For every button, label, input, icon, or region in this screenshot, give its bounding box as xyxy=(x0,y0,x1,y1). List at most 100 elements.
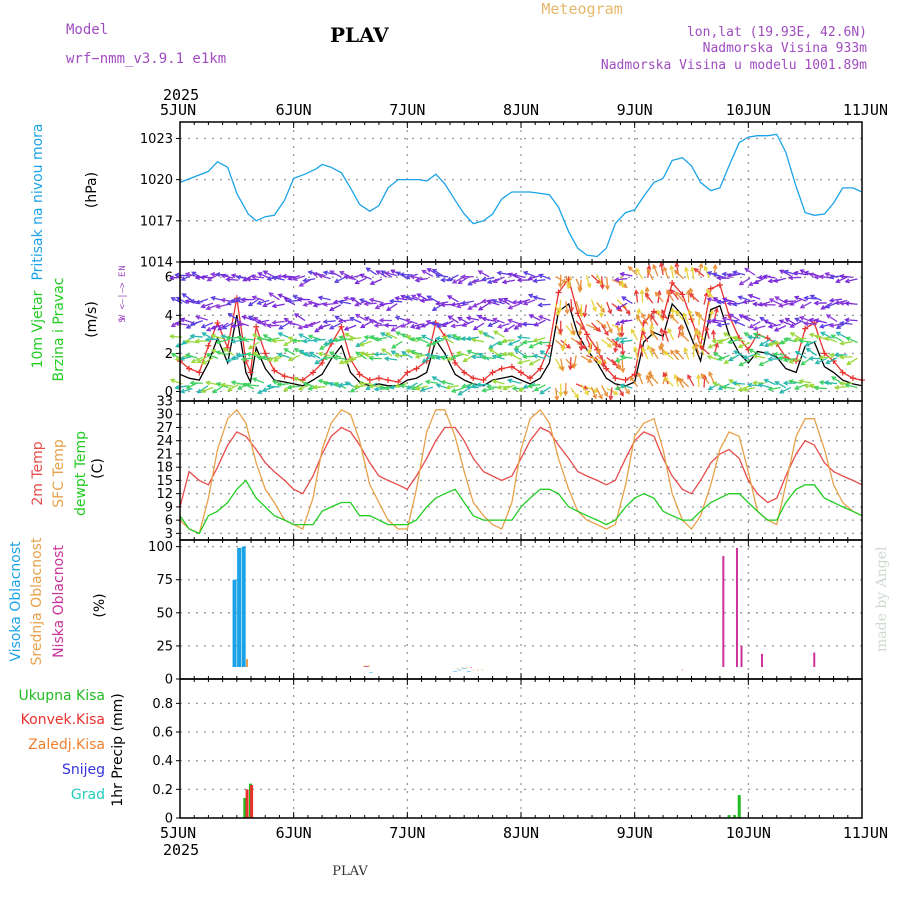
wind-arrow xyxy=(288,275,301,280)
wind-arrow xyxy=(694,268,705,277)
wind-arrowhead xyxy=(404,318,411,324)
wind-arrowhead xyxy=(424,352,430,358)
wind-arrow xyxy=(729,353,741,361)
wind-arrow xyxy=(359,340,372,346)
wind-arrowhead xyxy=(358,341,365,347)
wind-arrowhead xyxy=(613,347,619,354)
wind-arrowhead xyxy=(221,324,227,330)
wind-arrowhead xyxy=(663,376,669,382)
wind-arrow xyxy=(641,330,649,343)
wind-arrowhead xyxy=(220,382,226,388)
wind-arrowhead xyxy=(637,371,642,377)
wind-arrow xyxy=(580,384,589,395)
wind-arrowhead xyxy=(646,264,652,270)
wind-arrowhead xyxy=(414,385,421,391)
gust-point xyxy=(480,377,487,384)
wind-arrow xyxy=(427,268,439,276)
wind-arrow xyxy=(830,323,843,327)
wind-arrowhead xyxy=(457,391,463,396)
bar-niska-oblacnost xyxy=(760,653,763,667)
wind-arrowhead xyxy=(328,324,335,330)
wind-arrowhead xyxy=(784,317,790,323)
bar-niska-oblacnost xyxy=(681,669,684,671)
wind-arrow xyxy=(318,323,331,329)
wind-arrowhead xyxy=(572,363,578,369)
wind-arrow xyxy=(492,355,505,360)
wind-arrowhead xyxy=(501,279,507,285)
product-title: Meteogram xyxy=(541,0,622,18)
wind-arrow xyxy=(586,323,598,330)
wind-arrow xyxy=(634,347,639,360)
wind-arrow xyxy=(365,316,377,323)
wind-arrowhead xyxy=(619,383,625,389)
wind-arrowhead xyxy=(189,333,195,339)
wind-arrowhead xyxy=(266,383,272,389)
wind-arrowhead xyxy=(753,279,759,285)
wind-arrowhead xyxy=(302,277,308,283)
wind-arrow xyxy=(431,322,444,326)
wind-arrowhead xyxy=(707,343,713,349)
wind-arrowhead xyxy=(696,373,702,380)
wind-arrowhead xyxy=(217,325,223,331)
wind-arrow xyxy=(406,382,418,390)
wind-arrow xyxy=(615,277,628,281)
wind-arrowhead xyxy=(752,380,758,386)
wind-arrow xyxy=(590,386,597,399)
wind-arrow xyxy=(596,319,607,329)
wind-arrowhead xyxy=(596,349,602,355)
wind-arrowhead xyxy=(516,322,523,328)
wind-arrowhead xyxy=(685,289,691,295)
wind-arrowhead xyxy=(554,395,560,402)
wind-arrowhead xyxy=(475,382,482,388)
wind-arrow xyxy=(503,384,515,390)
wind-arrow xyxy=(824,381,838,385)
wind-arrowhead xyxy=(470,279,477,285)
wind-arrowhead xyxy=(599,284,605,290)
wind-arrowhead xyxy=(789,332,795,337)
wind-arrowhead xyxy=(716,322,722,328)
wind-arrow xyxy=(846,357,858,366)
wind-arrowhead xyxy=(667,327,672,334)
wind-arrowhead xyxy=(200,303,206,309)
bar-konvek-kisa xyxy=(245,789,249,818)
wind-arrow xyxy=(656,310,664,322)
wind-arrow xyxy=(182,293,193,302)
wind-arrowhead xyxy=(368,297,375,303)
wind-arrow xyxy=(749,321,761,329)
wind-arrow xyxy=(713,308,718,321)
wind-arrowhead xyxy=(185,324,191,329)
wind-arrow xyxy=(487,278,500,284)
wind-arrowhead xyxy=(674,309,680,316)
wind-arrow xyxy=(248,341,260,350)
wind-arrowhead xyxy=(646,374,651,380)
wind-arrowhead xyxy=(788,379,794,385)
wind-arrowhead xyxy=(174,321,180,327)
wind-arrowhead xyxy=(571,330,576,336)
wind-arrowhead xyxy=(383,356,390,362)
wind-arrow xyxy=(705,326,710,339)
wind-arrowhead xyxy=(700,373,706,379)
wind-arrow xyxy=(768,323,781,328)
wind-arrowhead xyxy=(400,323,406,328)
wind-arrow xyxy=(845,278,858,283)
wind-arrowhead xyxy=(728,313,734,319)
wind-arrow xyxy=(718,354,730,361)
wind-arrowhead xyxy=(419,298,425,303)
panel-unit-label: (hPa) xyxy=(84,172,100,208)
gust-point xyxy=(366,377,373,384)
wind-arrowhead xyxy=(703,265,709,271)
x-tick-label-bottom: 7JUN xyxy=(389,824,425,842)
wind-arrowhead xyxy=(752,353,758,359)
wind-arrowhead xyxy=(772,340,778,346)
bar-srednja-oblacnost xyxy=(367,665,370,667)
wind-arrowhead xyxy=(758,341,765,347)
wind-arrow xyxy=(339,319,352,322)
wind-arrow xyxy=(313,302,326,307)
wind-arrowhead xyxy=(467,305,473,310)
wind-arrowhead xyxy=(496,270,502,276)
wind-arrowhead xyxy=(507,341,513,346)
wind-arrowhead xyxy=(230,380,236,386)
wind-arrowhead xyxy=(758,361,764,367)
wind-arrowhead xyxy=(838,381,845,387)
y-tick-label: 15 xyxy=(156,474,173,489)
